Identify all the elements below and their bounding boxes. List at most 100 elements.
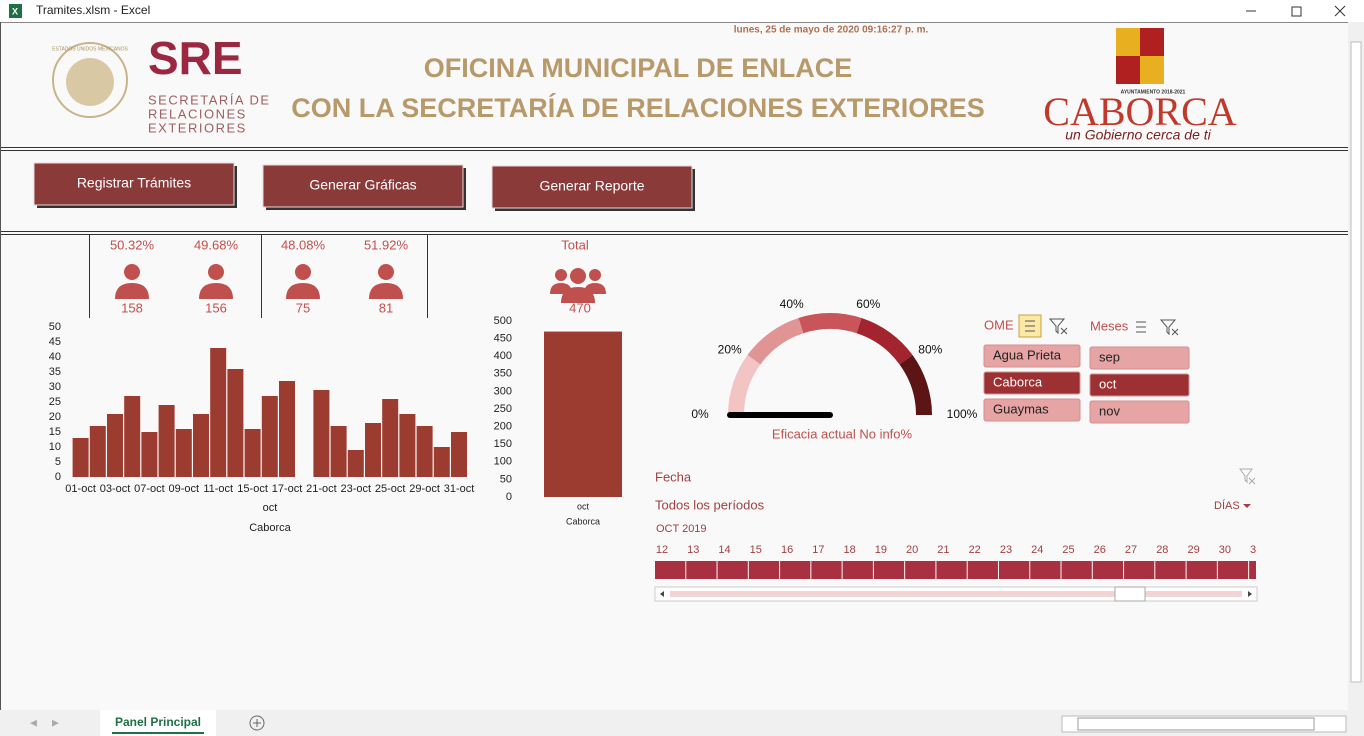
timeline-cell[interactable]	[655, 561, 686, 579]
timeline-cell[interactable]	[842, 561, 873, 579]
timeline-cell[interactable]	[905, 561, 936, 579]
slicer-item[interactable]	[1089, 346, 1190, 370]
restore-button[interactable]	[1291, 6, 1302, 17]
group-label: Caborca	[249, 522, 291, 534]
y-tick-label: 250	[494, 403, 512, 415]
timeline-cell[interactable]	[1092, 561, 1124, 579]
slicer-item-label[interactable]: Agua Prieta	[993, 347, 1062, 362]
gauge-tick-label: 100%	[947, 407, 978, 421]
total-count: 470	[569, 300, 591, 315]
timeline-cell[interactable]	[1249, 561, 1279, 579]
timeline-day: 23	[1000, 544, 1012, 556]
button[interactable]	[33, 162, 235, 206]
x-tick-label: 25-oct	[375, 483, 406, 495]
slicer-item-label[interactable]: Caborca	[993, 374, 1043, 389]
heading: CON LA SECRETARÍA DE RELACIONES EXTERIOR…	[291, 92, 985, 123]
sheet-tab-label[interactable]: Panel Principal	[115, 715, 201, 729]
seal-emblem	[66, 58, 114, 106]
button-label[interactable]: Registrar Trámites	[77, 175, 191, 191]
timeline-cell[interactable]	[1061, 561, 1092, 579]
gauge-tick-label: 0%	[691, 407, 709, 421]
slicer-item-label[interactable]: nov	[1099, 403, 1120, 418]
slicer-item-label[interactable]: sep	[1099, 349, 1120, 364]
scroll-thumb[interactable]	[1350, 41, 1362, 683]
person-body	[369, 283, 403, 299]
clear-filter-icon[interactable]	[1159, 319, 1179, 336]
timeline-day: 13	[687, 544, 699, 556]
timeline-cell[interactable]	[1217, 561, 1249, 579]
gauge-band	[747, 317, 804, 365]
slicer-item[interactable]	[1089, 400, 1190, 424]
stat-count: 81	[379, 300, 393, 315]
x-tick-label: 07-oct	[134, 483, 165, 495]
timeline-cell[interactable]	[780, 561, 811, 579]
y-tick-label: 200	[494, 421, 512, 433]
person-body	[561, 287, 595, 303]
y-tick-label: 0	[55, 471, 61, 483]
x-tick-label: 23-oct	[341, 483, 372, 495]
slicer-item[interactable]	[983, 398, 1081, 422]
timeline-cell[interactable]	[811, 561, 842, 579]
y-tick-label: 45	[49, 336, 61, 348]
multiselect-icon[interactable]	[1025, 320, 1035, 332]
bar	[365, 423, 381, 477]
timeline-cell[interactable]	[1186, 561, 1217, 579]
gauge-tick-label: 40%	[780, 297, 804, 311]
timeline-cell[interactable]	[1155, 561, 1186, 579]
slicer-item[interactable]	[983, 371, 1081, 395]
add-sheet[interactable]	[249, 715, 265, 731]
tab-scroll-left[interactable]: ◀	[30, 717, 37, 727]
button-label[interactable]: Generar Gráficas	[309, 177, 416, 193]
slicer-item[interactable]	[983, 344, 1081, 368]
close-button[interactable]	[1334, 5, 1346, 17]
timeline-clear-icon[interactable]	[1239, 468, 1256, 485]
slicer-item-label[interactable]: oct	[1099, 376, 1117, 391]
bar	[330, 426, 347, 477]
y-tick-label: 450	[494, 333, 512, 345]
tab-scroll-right[interactable]: ▶	[52, 717, 59, 727]
person-head	[570, 268, 586, 284]
timeline-day: 12	[656, 544, 668, 556]
timeline-cell[interactable]	[717, 561, 748, 579]
x-tick-label: 17-oct	[272, 483, 303, 495]
clear-filter-icon[interactable]	[1048, 318, 1068, 335]
excel-icon-letter: X	[12, 6, 18, 16]
timeline-scroll-thumb[interactable]	[1114, 586, 1146, 602]
timeline-level[interactable]: DÍAS	[1214, 499, 1240, 512]
timeline-cell[interactable]	[748, 561, 780, 579]
y-tick-label: 5	[55, 456, 61, 468]
bar	[227, 369, 244, 477]
button[interactable]	[262, 164, 464, 208]
gauge-tick-label: 20%	[718, 342, 742, 356]
sheet-tab[interactable]	[100, 710, 216, 736]
timeline-cell[interactable]	[1030, 561, 1061, 579]
timeline-day: 16	[781, 544, 793, 556]
bar	[261, 396, 278, 477]
bar	[124, 396, 141, 477]
timeline-day: 28	[1156, 544, 1168, 556]
person-head	[378, 264, 394, 280]
multiselect-icon[interactable]	[1136, 321, 1146, 333]
button-label[interactable]: Generar Reporte	[539, 178, 644, 194]
button[interactable]	[491, 165, 693, 209]
timeline-cell[interactable]	[998, 561, 1030, 579]
timeline-day: 27	[1125, 544, 1137, 556]
slicer-item[interactable]	[1089, 373, 1190, 397]
slicer-title: OME	[984, 317, 1014, 332]
y-tick-label: 400	[494, 350, 512, 362]
bar	[433, 447, 450, 477]
stat-percent: 48.08%	[281, 237, 326, 252]
timeline-cell[interactable]	[936, 561, 967, 579]
gauge-caption: Eficacia actual No info%	[772, 426, 913, 441]
timeline-cell[interactable]	[1124, 561, 1155, 579]
x-tick-label: 11-oct	[203, 483, 233, 495]
timeline-cell[interactable]	[967, 561, 998, 579]
timeline-cell[interactable]	[873, 561, 905, 579]
timeline-cell[interactable]	[686, 561, 717, 579]
slicer-item-label[interactable]: Guaymas	[993, 401, 1049, 416]
emblem-part	[1116, 28, 1140, 56]
y-tick-label: 0	[506, 491, 512, 503]
timeline-month: OCT 2019	[656, 523, 707, 535]
h-scroll-thumb[interactable]	[1077, 717, 1315, 731]
dropdown-caret	[1243, 504, 1251, 508]
